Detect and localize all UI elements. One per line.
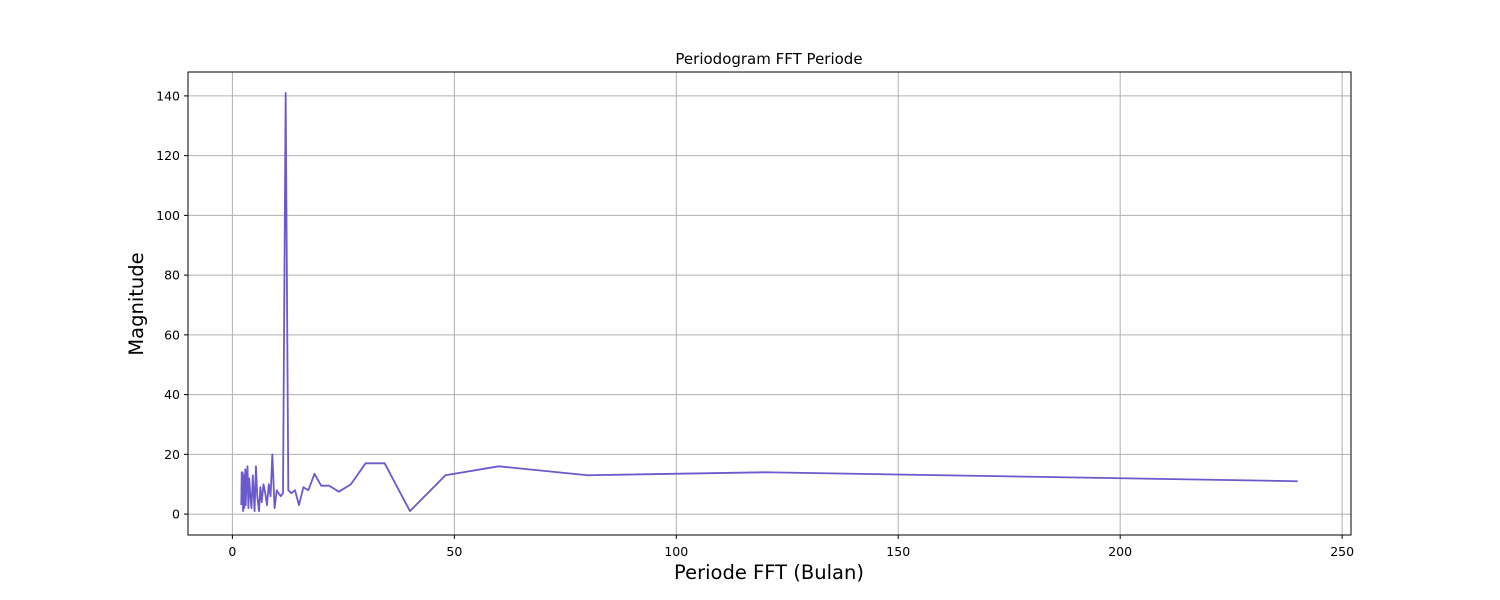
x-tick-label: 250: [1330, 544, 1354, 559]
y-tick-label: 80: [164, 268, 180, 283]
y-tick-label: 120: [156, 148, 180, 163]
ticks-layer: 0 50 100 150 200 250 0 20 40 60 80 100 120 140: [156, 88, 1354, 559]
y-tick-label: 0: [172, 507, 180, 522]
y-tick-label: 140: [156, 88, 180, 103]
y-tick-label: 20: [164, 447, 180, 462]
plot-frame: [187, 71, 1352, 536]
x-axis-title: Periode FFT (Bulan): [674, 561, 864, 584]
y-tick-label: 100: [156, 208, 180, 223]
plot-layer: [240, 92, 1298, 513]
magnitude-series-line: [240, 92, 1298, 513]
y-axis-title: Magnitude: [125, 252, 148, 355]
y-tick-label: 40: [164, 387, 180, 402]
x-tick-label: 100: [664, 544, 688, 559]
y-tick-label: 60: [164, 327, 180, 342]
x-tick-label: 200: [1108, 544, 1132, 559]
grid-layer: [188, 72, 1351, 535]
x-tick-label: 0: [228, 544, 236, 559]
x-tick-label: 150: [886, 544, 910, 559]
chart-title: Periodogram FFT Periode: [675, 50, 862, 68]
x-tick-label: 50: [446, 544, 462, 559]
